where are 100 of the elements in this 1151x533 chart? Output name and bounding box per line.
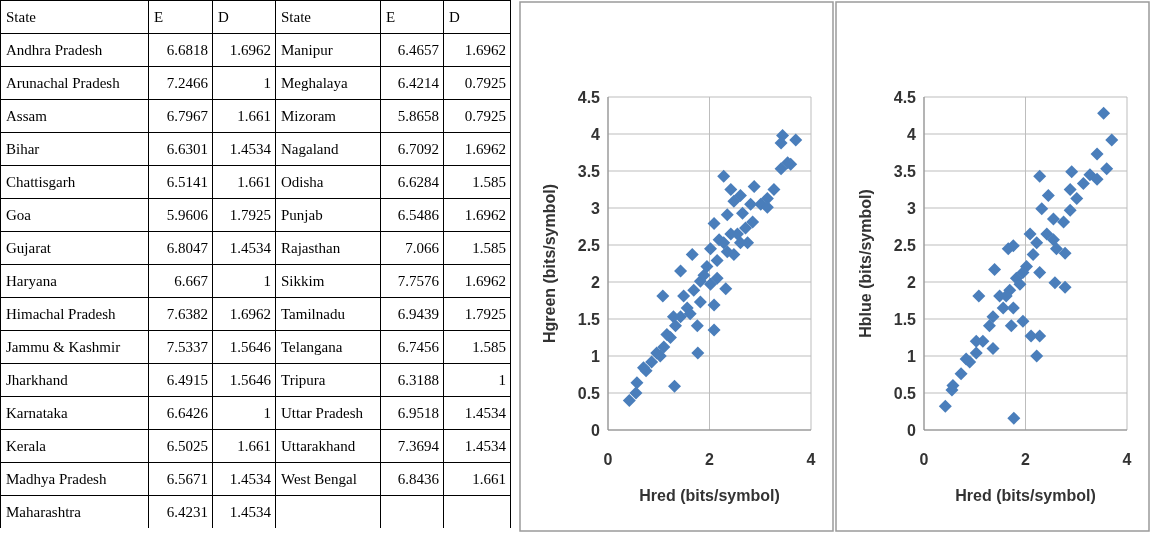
text: 1.6962 [464, 140, 506, 157]
y-tick-label: 3 [591, 200, 601, 217]
text: 6.6284 [397, 173, 439, 190]
point [1016, 314, 1030, 328]
point [1076, 177, 1090, 191]
point [1040, 227, 1054, 241]
point [1100, 162, 1114, 176]
y-axis-title: Hgreen (bits/symbol) [541, 183, 558, 344]
text: Bihar [6, 140, 40, 157]
text: 1 [263, 272, 271, 289]
text: 1.585 [472, 239, 506, 256]
text: Arunachal Pradesh [6, 74, 120, 91]
y-tick-label: 0.5 [893, 385, 917, 402]
text: Andhra Pradesh [6, 41, 103, 58]
text: Haryana [6, 272, 57, 289]
text: 7.066 [405, 239, 439, 256]
text: 6.7456 [397, 338, 439, 355]
point [969, 346, 983, 360]
text: 1.4534 [464, 437, 506, 454]
category-label: D [218, 8, 229, 25]
text: 0.7925 [464, 74, 506, 91]
text: Jammu & Kashmir [6, 338, 121, 355]
point [996, 301, 1010, 315]
point [1097, 106, 1111, 120]
text: West Bengal [281, 470, 357, 487]
text: Manipur [281, 41, 333, 58]
text: Nagaland [281, 140, 339, 157]
text: 7.5337 [166, 338, 208, 355]
text: Tamilnadu [281, 305, 345, 322]
point [986, 310, 1000, 324]
point [1033, 329, 1047, 343]
text: 1.6962 [229, 41, 271, 58]
x-axis-title: Hred (bits/symbol) [955, 487, 1096, 504]
text: Telangana [281, 338, 343, 355]
point [1033, 169, 1047, 183]
text: 1.5646 [229, 371, 271, 388]
text: Uttarakhand [281, 437, 356, 454]
point [954, 367, 968, 381]
text: Kerala [6, 437, 46, 454]
y-tick-label: 3 [907, 200, 917, 217]
text: 1.661 [237, 437, 271, 454]
text: 6.5025 [166, 437, 208, 454]
text: 1 [263, 74, 271, 91]
point [1030, 349, 1044, 363]
point [938, 399, 952, 413]
text: 6.5486 [397, 206, 439, 223]
point [1026, 248, 1040, 262]
point [1048, 276, 1062, 290]
category-label: D [449, 8, 460, 25]
text: 6.6426 [166, 404, 208, 421]
y-tick-label: 1.5 [893, 311, 917, 328]
text: 6.8436 [397, 470, 439, 487]
text: 1.4534 [229, 470, 271, 487]
x-tick-label: 0 [919, 451, 929, 468]
text: 6.7092 [397, 140, 439, 157]
text: 1 [498, 371, 506, 388]
x-tick-label: 4 [806, 451, 816, 468]
text: Meghalaya [281, 74, 348, 91]
category-label: State [6, 8, 37, 25]
text: 6.667 [174, 272, 208, 289]
text: 1.661 [237, 173, 271, 190]
text: Assam [6, 107, 47, 124]
point [1058, 280, 1072, 294]
text: 1.4534 [464, 404, 506, 421]
text: 6.9439 [397, 305, 439, 322]
text: 1.4534 [229, 239, 271, 256]
point [1063, 183, 1077, 196]
text: Madhya Pradesh [6, 470, 107, 487]
text: 1.7925 [464, 305, 506, 322]
point [1030, 236, 1044, 250]
y-tick-label: 4 [907, 126, 917, 143]
x-tick-label: 0 [603, 451, 613, 468]
category-label: E [154, 8, 164, 25]
text: 6.4915 [166, 371, 208, 388]
text: 1.4534 [229, 140, 271, 157]
y-tick-label: 1 [591, 348, 601, 365]
point [1007, 411, 1021, 425]
text: 1.6962 [464, 41, 506, 58]
text: Mizoram [281, 107, 336, 124]
point [1033, 265, 1047, 279]
point [959, 352, 973, 366]
text: 6.6301 [166, 140, 208, 157]
text: 5.8658 [397, 107, 439, 124]
text: Chattisgarh [6, 173, 76, 190]
point [1058, 246, 1072, 260]
y-axis-title: Hblue (bits/symbol) [857, 189, 874, 338]
y-tick-label: 3.5 [893, 163, 917, 180]
text: 1.5646 [229, 338, 271, 355]
text: 1.6962 [464, 206, 506, 223]
point [1046, 233, 1060, 247]
point [1090, 172, 1104, 186]
text: 6.4657 [397, 41, 439, 58]
point [1070, 191, 1084, 205]
text: Punjab [281, 206, 323, 223]
category-label: State [281, 8, 312, 25]
text: Jharkhand [6, 371, 68, 388]
point [1006, 301, 1020, 315]
x-axis-title: Hred (bits/symbol) [639, 487, 780, 504]
point [1035, 202, 1049, 216]
text: 7.6382 [166, 305, 208, 322]
